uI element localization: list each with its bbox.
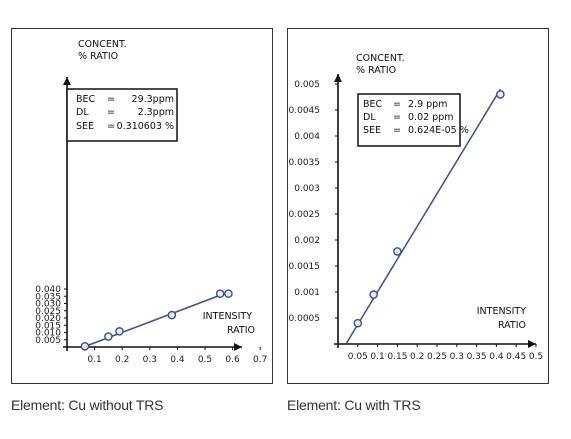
- stats-value: 2.3ppm: [138, 107, 174, 118]
- x-tick-label: 0.45: [506, 352, 526, 362]
- stats-value: 0.02 ppm: [408, 112, 454, 123]
- y-axis-arrow: [334, 74, 342, 82]
- stats-value: 0.310603 %: [117, 121, 174, 132]
- x-axis-arrow: [234, 343, 242, 351]
- stats-box: [66, 88, 178, 142]
- caption-left: Element: Cu without TRS: [11, 397, 164, 413]
- y-tick-label: 0.0005: [289, 314, 321, 324]
- chart-panel-right: 0.0005 0.001 0.0015 0.002 0.0025 0.003 0.0035 0…: [287, 28, 549, 384]
- y-axis-arrow: [63, 77, 71, 85]
- x-axis-label-line2: RATIO: [498, 320, 526, 331]
- stats-value: 29.3ppm: [132, 94, 174, 105]
- y-tick-label: 0.0025: [289, 210, 321, 220]
- stats-box: [357, 93, 461, 147]
- stats-equals: =: [107, 107, 115, 118]
- x-axis-label: INTENSITY: [477, 306, 526, 317]
- y-tick-label: 0.005: [294, 80, 320, 90]
- y-tick-label: 0.0015: [289, 262, 321, 272]
- x-tick-label: 0.3: [450, 352, 464, 362]
- stats-value: 2.9 ppm: [408, 99, 447, 110]
- x-axis-label-line2: RATIO: [227, 325, 255, 336]
- x-tick-label: 0.2: [410, 352, 424, 362]
- data-point: [353, 318, 363, 328]
- y-axis-label-line2: % RATIO: [78, 51, 118, 62]
- stats-label: DL: [363, 112, 376, 123]
- stats-equals: =: [107, 121, 115, 132]
- y-tick-label: 0.010: [35, 329, 61, 339]
- data-point: [115, 327, 124, 336]
- data-point: [224, 289, 233, 298]
- y-tick-label: 0.005: [35, 336, 61, 346]
- chart-panel-left: 0.005 0.010 0.015 0.020 0.025 0.030 0.035 0.040…: [11, 28, 273, 384]
- y-tick-label: 0.0035: [289, 158, 321, 168]
- x-tick-label: 0.1: [87, 355, 101, 365]
- stats-label: SEE: [363, 125, 381, 136]
- stats-value: 0.624E-05 %: [408, 125, 469, 136]
- y-tick-label: 0.003: [294, 184, 320, 194]
- regression-line: [345, 88, 502, 345]
- chart-left: 0.0050.0100.0150.0200.0250.0300.0350.040…: [35, 39, 267, 365]
- chart-right: 0.0005 0.001 0.0015 0.002 0.0025 0.003 0.0035 0…: [289, 53, 544, 362]
- x-tick-label: 0.05: [348, 352, 368, 362]
- y-tick-label: 0.002: [294, 236, 320, 246]
- y-tick-label: 0.0045: [289, 106, 321, 116]
- y-axis-label-line2: % RATIO: [356, 65, 396, 76]
- stats-equals: =: [393, 99, 401, 110]
- y-tick-label: 0.001: [294, 288, 320, 298]
- stats-label: DL: [76, 107, 89, 118]
- x-tick-label: 0.6: [225, 355, 240, 365]
- x-tick-label: 0.7: [253, 355, 267, 365]
- data-point: [215, 289, 225, 298]
- x-tick-label: 0.35: [467, 352, 487, 362]
- x-tick-label: 0.15: [387, 352, 407, 362]
- x-axis-arrow: [528, 340, 536, 348]
- y-tick-label: 0.025: [35, 307, 61, 317]
- x-axis-label: INTENSITY: [203, 311, 252, 322]
- stats-label: BEC: [363, 99, 383, 110]
- stats-equals: =: [107, 94, 115, 105]
- stats-equals: =: [393, 112, 401, 123]
- x-tick-label: 0.3: [143, 355, 157, 365]
- y-tick-label: 0.035: [35, 292, 61, 302]
- x-tick-label: 0.5: [198, 355, 212, 365]
- data-point: [80, 341, 90, 351]
- stats-equals: =: [393, 125, 401, 136]
- y-tick-label: 0.015: [35, 321, 61, 331]
- y-tick-label: 0.020: [35, 314, 61, 324]
- x-tick-label: 0.5: [529, 352, 543, 362]
- stats-label: BEC: [76, 94, 96, 105]
- x-tick-label: 0.2: [115, 355, 129, 365]
- data-point: [167, 310, 177, 320]
- y-tick-label: 0.004: [294, 132, 320, 142]
- x-tick-label: 0.1: [370, 352, 384, 362]
- y-tick-label: 0.040: [35, 285, 61, 295]
- x-tick-label: 0.4: [170, 355, 185, 365]
- data-point: [496, 90, 505, 99]
- y-axis-label: CONCENT.: [78, 39, 127, 50]
- data-point: [104, 332, 113, 341]
- y-tick-label: 0.030: [35, 300, 61, 310]
- caption-right: Element: Cu with TRS: [287, 397, 421, 413]
- x-tick-label: 0.25: [427, 352, 447, 362]
- y-axis-label: CONCENT.: [356, 53, 405, 64]
- stats-label: SEE: [76, 121, 94, 132]
- x-tick-label: 0.4: [489, 352, 504, 362]
- data-point: [369, 290, 378, 299]
- data-point: [393, 247, 402, 256]
